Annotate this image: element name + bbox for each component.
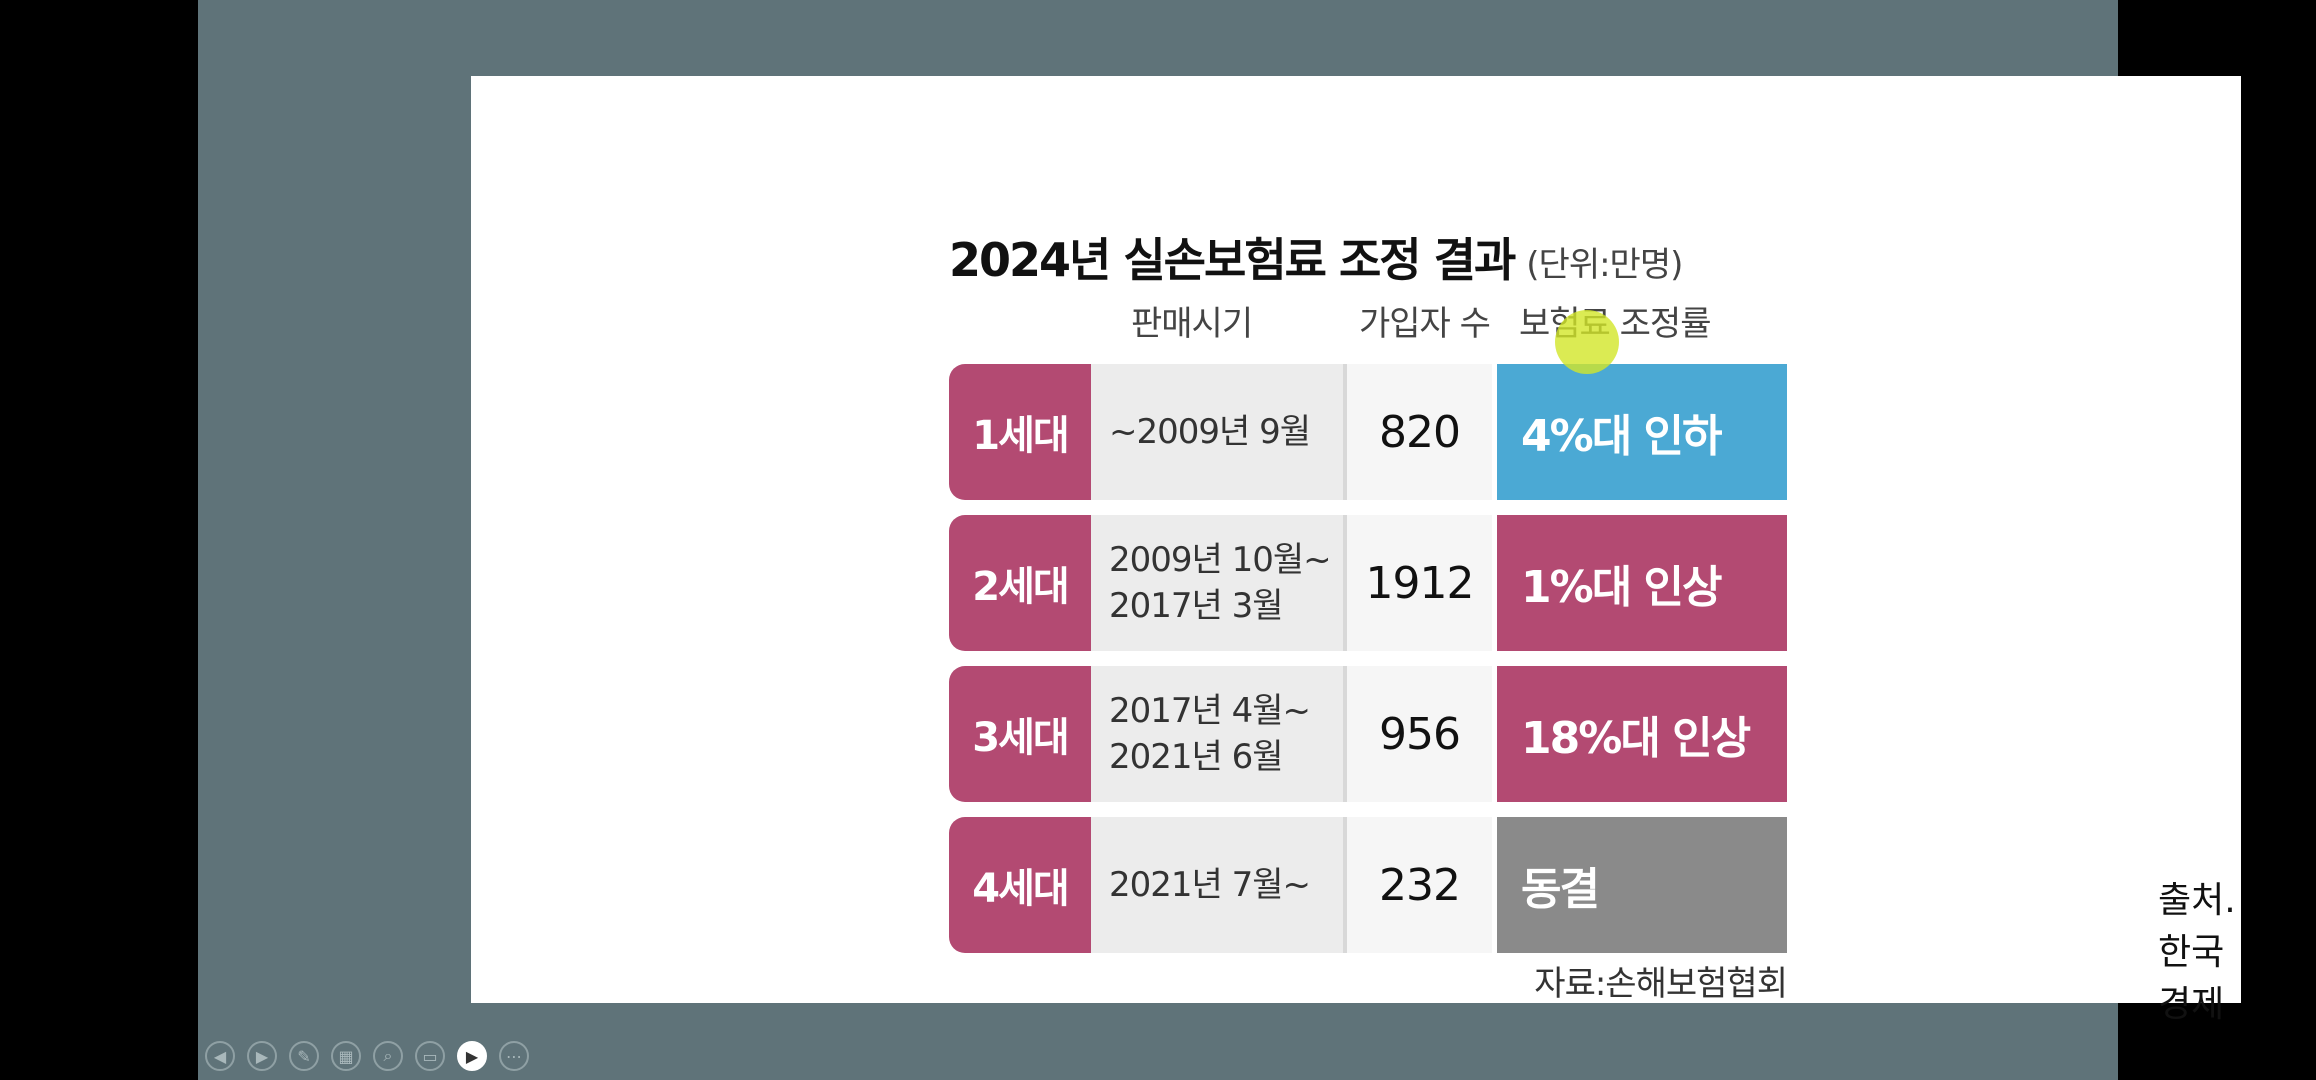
period-cell: 2021년 7월~ — [1091, 817, 1347, 953]
table-row: 2세대 2009년 10월~ 2017년 3월 1912 1%대 인상 — [949, 515, 1787, 651]
header-subscribers: 가입자 수 — [1359, 304, 1491, 344]
rate-cell: 동결 — [1497, 817, 1787, 953]
generation-label: 2세대 — [949, 515, 1091, 651]
camera-icon[interactable]: ▶ — [457, 1041, 487, 1071]
subscriber-count: 956 — [1347, 666, 1492, 802]
table-row: 1세대 ~2009년 9월 820 4%대 인하 — [949, 364, 1787, 500]
period-line: 2017년 4월~ — [1109, 691, 1311, 731]
table-row: 3세대 2017년 4월~ 2021년 6월 956 18%대 인상 — [949, 666, 1787, 802]
subscriber-count: 232 — [1347, 817, 1492, 953]
period-line: ~2009년 9월 — [1109, 412, 1311, 452]
subscriber-count: 820 — [1347, 364, 1492, 500]
generation-label: 3세대 — [949, 666, 1091, 802]
rate-cell: 18%대 인상 — [1497, 666, 1787, 802]
subscriber-count: 1912 — [1347, 515, 1492, 651]
infographic: 2024년 실손보험료 조정 결과 (단위:만명) 판매시기 가입자 수 보험료 … — [941, 146, 1801, 1004]
generation-label: 4세대 — [949, 817, 1091, 953]
screen-icon[interactable]: ▭ — [415, 1041, 445, 1071]
laser-pointer-highlight — [1555, 310, 1619, 374]
period-line: 2021년 7월~ — [1109, 865, 1311, 905]
period-line: 2009년 10월~ — [1109, 540, 1332, 580]
pen-icon[interactable]: ✎ — [289, 1041, 319, 1071]
period-line: 2017년 3월 — [1109, 586, 1284, 626]
prev-slide-icon[interactable]: ◀ — [205, 1041, 235, 1071]
slide: 2024년 실손보험료 조정 결과 (단위:만명) 판매시기 가입자 수 보험료 … — [471, 76, 2241, 1025]
title-text: 2024년 실손보험료 조정 결과 — [949, 233, 1516, 287]
presentation-stage: 2024년 실손보험료 조정 결과 (단위:만명) 판매시기 가입자 수 보험료 … — [198, 0, 2241, 1080]
rate-cell: 4%대 인하 — [1497, 364, 1787, 500]
infographic-title: 2024년 실손보험료 조정 결과 (단위:만명) — [949, 224, 1683, 290]
period-cell: ~2009년 9월 — [1091, 364, 1347, 500]
data-source: 자료:손해보험협회 — [1534, 964, 1788, 1004]
next-slide-icon[interactable]: ▶ — [247, 1041, 277, 1071]
slides-grid-icon[interactable]: ▦ — [331, 1041, 361, 1071]
period-cell: 2009년 10월~ 2017년 3월 — [1091, 515, 1347, 651]
header-period: 판매시기 — [1131, 304, 1253, 344]
presentation-toolbar: ◀ ▶ ✎ ▦ ⌕ ▭ ▶ ⋯ — [205, 1038, 529, 1074]
credit-text: 출처. 한국경제 — [2158, 880, 2236, 1025]
unit-label: (단위:만명) — [1526, 245, 1683, 285]
zoom-icon[interactable]: ⌕ — [373, 1041, 403, 1071]
more-icon[interactable]: ⋯ — [499, 1041, 529, 1071]
period-line: 2021년 6월 — [1109, 737, 1284, 777]
table-row: 4세대 2021년 7월~ 232 동결 — [949, 817, 1787, 953]
period-cell: 2017년 4월~ 2021년 6월 — [1091, 666, 1347, 802]
rate-cell: 1%대 인상 — [1497, 515, 1787, 651]
generation-label: 1세대 — [949, 364, 1091, 500]
